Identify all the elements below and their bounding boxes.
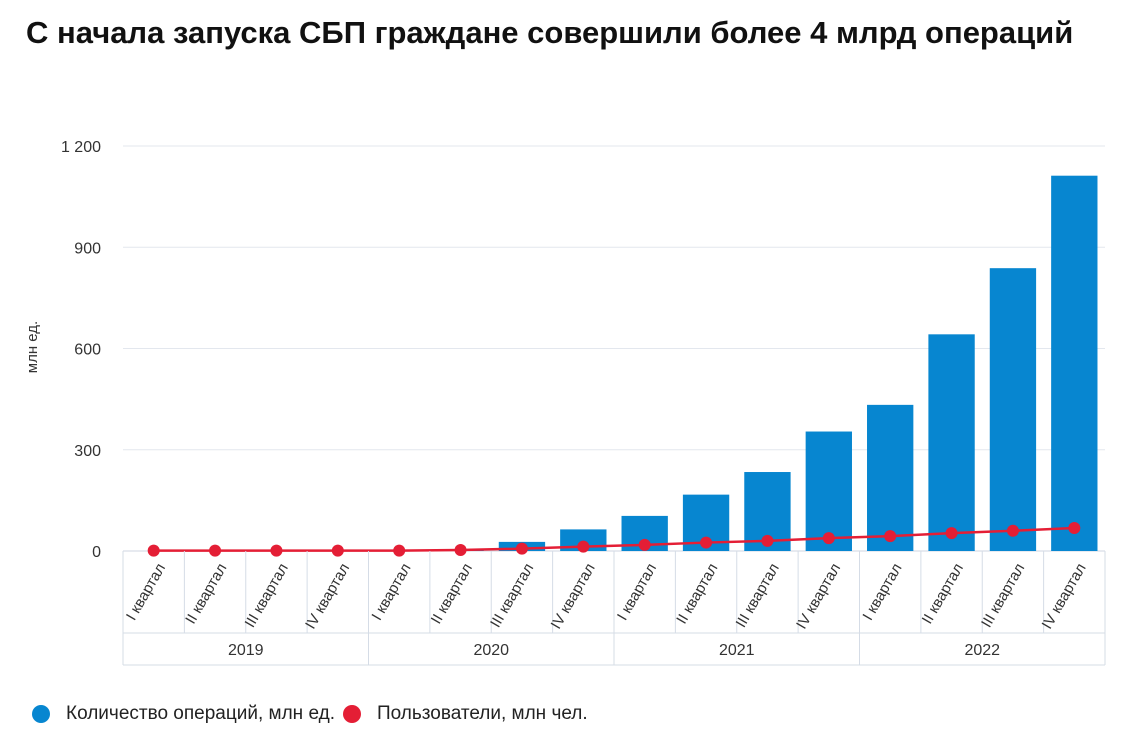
line-point[interactable] (884, 530, 897, 543)
y-tick-label: 300 (74, 443, 101, 460)
legend-label-operations: Количество операций, млн ед. (66, 703, 335, 724)
x-tick-label: III квартал (487, 561, 537, 631)
x-group-label: 2022 (964, 642, 1000, 659)
legend-marker-users (342, 705, 361, 723)
x-tick-label: IV квартал (793, 561, 844, 633)
bar[interactable] (867, 404, 914, 551)
x-tick-label: IV квартал (1039, 561, 1090, 633)
line-point[interactable] (393, 544, 406, 557)
legend-item-users[interactable]: Пользователи, млн чел. (342, 703, 588, 725)
line-point[interactable] (761, 534, 774, 547)
x-tick-label: III квартал (242, 561, 292, 631)
y-axis-label: млн ед. (24, 321, 41, 373)
x-tick-label: II квартал (919, 561, 967, 628)
chart-title: С начала запуска СБП граждане совершили … (26, 15, 1074, 50)
line-point[interactable] (515, 542, 528, 555)
x-tick-label: II квартал (673, 561, 721, 628)
y-tick-label: 1 200 (61, 139, 101, 156)
legend-item-operations[interactable]: Количество операций, млн ед. (32, 703, 335, 725)
chart: 0 300 600 900 1 200 млн ед. I квартал II квар… (24, 139, 1106, 666)
x-group-label: 2020 (473, 642, 509, 659)
bar[interactable] (805, 431, 852, 551)
line-path (153, 526, 1075, 552)
x-tick-label: III квартал (978, 561, 1028, 631)
line-point[interactable] (209, 544, 222, 557)
x-tick-label: II квартал (428, 561, 476, 628)
x-tick-label: IV квартал (548, 561, 599, 633)
x-tick-label: I квартал (368, 561, 414, 624)
x-tick-label: III квартал (733, 561, 783, 631)
y-tick-label: 900 (74, 240, 101, 257)
line-point[interactable] (1006, 524, 1019, 537)
x-axis: I квартал II квартал III квартал IV квартал… (122, 551, 1106, 666)
x-tick-label: I квартал (614, 561, 660, 624)
y-axis: 0 300 600 900 1 200 (61, 139, 101, 561)
x-tick-label: IV квартал (302, 561, 353, 633)
bar-series (376, 175, 1098, 551)
x-group-label: 2021 (719, 642, 755, 659)
line-point[interactable] (945, 527, 958, 540)
bar[interactable] (928, 334, 975, 551)
x-tick-label: I квартал (859, 561, 905, 624)
x-tick-label: II квартал (182, 561, 230, 628)
y-tick-label: 600 (74, 342, 101, 359)
legend-label-users: Пользователи, млн чел. (376, 703, 588, 724)
y-tick-label: 0 (92, 544, 101, 561)
line-point[interactable] (270, 544, 283, 557)
x-tick-label: I квартал (123, 561, 169, 624)
bar[interactable] (989, 268, 1037, 551)
x-group-label: 2019 (228, 642, 264, 659)
line-point[interactable] (822, 532, 835, 545)
line-point[interactable] (331, 544, 344, 557)
line-point[interactable] (1068, 522, 1081, 535)
legend: Количество операций, млн ед. Пользовател… (32, 700, 596, 728)
line-point[interactable] (454, 543, 467, 556)
bar[interactable] (1051, 175, 1098, 551)
line-point[interactable] (147, 544, 160, 557)
legend-marker-operations (32, 705, 50, 723)
line-point[interactable] (700, 536, 713, 549)
line-series (147, 522, 1081, 557)
line-point[interactable] (577, 540, 590, 553)
line-point[interactable] (638, 538, 651, 551)
